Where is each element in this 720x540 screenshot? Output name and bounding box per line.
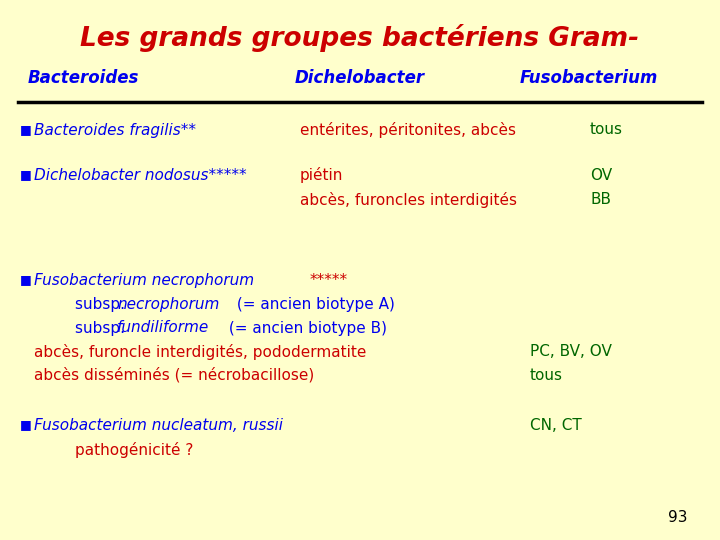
Text: ■: ■ bbox=[20, 168, 32, 181]
Text: pathogénicité ?: pathogénicité ? bbox=[75, 442, 194, 458]
Text: (= ancien biotype A): (= ancien biotype A) bbox=[232, 298, 395, 313]
Text: CN, CT: CN, CT bbox=[530, 417, 582, 433]
Text: subsp.: subsp. bbox=[75, 298, 130, 313]
Text: subsp.: subsp. bbox=[75, 321, 130, 335]
Text: Fusobacterium necrophorum: Fusobacterium necrophorum bbox=[34, 273, 254, 287]
Text: (= ancien biotype B): (= ancien biotype B) bbox=[224, 321, 387, 335]
Text: Fusobacterium: Fusobacterium bbox=[520, 69, 658, 87]
Text: ■: ■ bbox=[20, 418, 32, 431]
Text: ■: ■ bbox=[20, 124, 32, 137]
Text: fundiliforme: fundiliforme bbox=[117, 321, 210, 335]
Text: tous: tous bbox=[530, 368, 563, 382]
Text: piétin: piétin bbox=[300, 167, 343, 183]
Text: tous: tous bbox=[590, 123, 623, 138]
Text: abcès, furoncle interdigités, pododermatite: abcès, furoncle interdigités, pododermat… bbox=[34, 344, 366, 360]
Text: OV: OV bbox=[590, 167, 612, 183]
Text: Fusobacterium nucleatum, russii: Fusobacterium nucleatum, russii bbox=[34, 417, 283, 433]
Text: *****: ***** bbox=[310, 273, 348, 287]
Text: BB: BB bbox=[590, 192, 611, 207]
Text: PC, BV, OV: PC, BV, OV bbox=[530, 345, 612, 360]
Text: Dichelobacter: Dichelobacter bbox=[295, 69, 425, 87]
Text: ■: ■ bbox=[20, 273, 32, 287]
Text: abcès, furoncles interdigités: abcès, furoncles interdigités bbox=[300, 192, 517, 208]
Text: abcès disséminés (= nécrobacillose): abcès disséminés (= nécrobacillose) bbox=[34, 367, 314, 383]
Text: Dichelobacter nodosus*****: Dichelobacter nodosus***** bbox=[34, 167, 247, 183]
Text: 93: 93 bbox=[668, 510, 688, 525]
Text: Bacteroides: Bacteroides bbox=[28, 69, 140, 87]
Text: entérites, péritonites, abcès: entérites, péritonites, abcès bbox=[300, 122, 516, 138]
Text: necrophorum: necrophorum bbox=[117, 298, 220, 313]
Text: Les grands groupes bactériens Gram-: Les grands groupes bactériens Gram- bbox=[81, 24, 639, 52]
Text: Bacteroides fragilis**: Bacteroides fragilis** bbox=[34, 123, 196, 138]
